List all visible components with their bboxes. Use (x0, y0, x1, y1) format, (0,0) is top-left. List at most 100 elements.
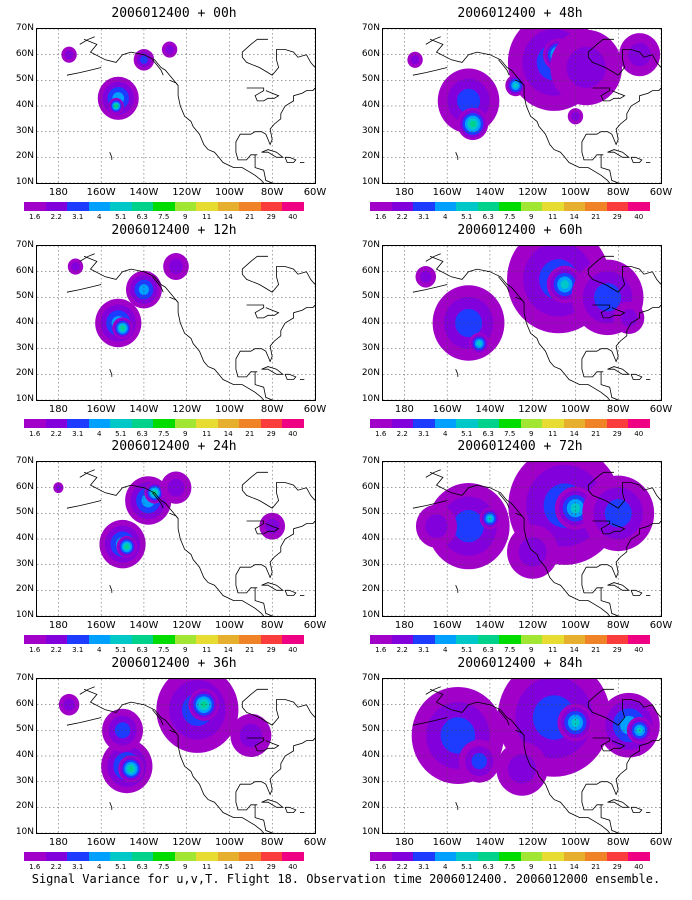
colorbar-label: 4 (443, 863, 448, 871)
colorbar-label: 4 (443, 646, 448, 654)
map-panel: 2006012400 + 84h 70N 60N 50N 40N 30N 20N 10N 180… (350, 656, 680, 871)
coastline (630, 806, 643, 813)
colorbar-label: 2.2 (50, 646, 62, 654)
colorbar-swatch (563, 852, 585, 861)
coastline (79, 686, 95, 695)
colorbar-label: 3.1 (418, 430, 430, 438)
coastline (261, 366, 285, 375)
colorbar-label: 4 (97, 213, 102, 221)
y-tick-label: 50N (361, 74, 380, 85)
x-tick-label: 160W (432, 837, 462, 848)
colorbar-label: 14 (223, 646, 233, 654)
x-tick-label: 140W (475, 187, 505, 198)
x-tick-label: 120W (518, 404, 548, 415)
colorbar-swatch (88, 852, 110, 861)
colorbar-swatch (217, 202, 239, 211)
colorbar-label: 14 (569, 863, 579, 871)
x-tick-label: 80W (260, 837, 284, 848)
x-tick-label: 80W (260, 187, 284, 198)
colorbar-swatch (45, 852, 67, 861)
colorbar-label: 5.1 (461, 646, 473, 654)
colorbar-label: 21 (245, 213, 255, 221)
colorbar-swatch (282, 202, 304, 211)
colorbar-label: 40 (288, 213, 298, 221)
colorbar-swatch (413, 202, 435, 211)
colorbar (24, 635, 304, 644)
colorbar (24, 202, 304, 211)
colorbar-swatch (370, 852, 392, 861)
colorbar-label: 2.2 (396, 430, 408, 438)
coastline (592, 520, 626, 535)
colorbar-label: 3.1 (418, 863, 430, 871)
variance-contour (604, 499, 632, 528)
variance-contour (167, 478, 185, 497)
colorbar-swatch (217, 419, 239, 428)
coastline (425, 36, 441, 45)
x-tick-label: 140W (129, 837, 159, 848)
variance-contour (128, 766, 134, 772)
coastline (152, 492, 164, 509)
map-plot (382, 461, 662, 617)
colorbar-label: 11 (548, 646, 558, 654)
colorbar-swatch (174, 202, 196, 211)
colorbar-label: 1.6 (29, 863, 41, 871)
colorbar-swatch (434, 419, 456, 428)
colorbar-label: 21 (591, 863, 601, 871)
colorbar-swatch (499, 852, 521, 861)
y-tick-label: 50N (15, 724, 34, 735)
variance-contour (425, 514, 448, 538)
map-svg (383, 246, 661, 400)
x-tick-label: 140W (129, 620, 159, 631)
colorbar-swatch (260, 419, 282, 428)
panel-title: 2006012400 + 48h (457, 6, 583, 21)
colorbar-swatch (131, 419, 153, 428)
coastline (607, 799, 631, 808)
x-tick-label: 80W (260, 620, 284, 631)
colorbar-label: 21 (591, 646, 601, 654)
x-tick-label: 60W (303, 187, 327, 198)
colorbar-label: 4 (443, 430, 448, 438)
x-tick-label: 60W (303, 404, 327, 415)
colorbar-label: 2.2 (50, 213, 62, 221)
colorbar-swatch (131, 635, 153, 644)
colorbar-label: 21 (591, 430, 601, 438)
y-tick-label: 10N (15, 827, 34, 837)
x-tick-label: 60W (649, 404, 673, 415)
x-tick-label: 120W (172, 187, 202, 198)
x-tick-label: 80W (606, 404, 630, 415)
colorbar-swatch (174, 419, 196, 428)
colorbar-swatch (153, 419, 175, 428)
colorbar-label: 40 (634, 646, 644, 654)
variance-contour (169, 259, 183, 274)
y-tick-label: 30N (361, 558, 380, 569)
colorbar-label: 40 (288, 430, 298, 438)
coastline (66, 67, 102, 76)
coastline (152, 59, 164, 76)
colorbar-label: 40 (634, 213, 644, 221)
y-tick-label: 30N (361, 775, 380, 786)
colorbar-label: 2.2 (396, 646, 408, 654)
coastline (83, 38, 265, 183)
y-tick-label: 30N (361, 125, 380, 136)
coastline (455, 369, 459, 377)
colorbar-label: 7.5 (504, 213, 516, 221)
coastline (425, 469, 441, 478)
colorbar-label: 11 (548, 863, 558, 871)
colorbar-swatch (110, 202, 132, 211)
colorbar-swatch (606, 202, 628, 211)
x-tick-label: 60W (303, 837, 327, 848)
panel-title: 2006012400 + 84h (457, 656, 583, 671)
variance-contour (571, 718, 580, 727)
y-tick-label: 70N (15, 673, 34, 683)
y-tick-label: 50N (361, 724, 380, 735)
y-tick-label: 40N (15, 100, 34, 110)
x-tick-label: 120W (172, 837, 202, 848)
coastline (152, 276, 164, 293)
x-tick-label: 140W (475, 620, 505, 631)
coastline (581, 304, 661, 400)
variance-contour (120, 326, 125, 331)
variance-contour (570, 503, 581, 514)
map-svg (383, 29, 661, 183)
colorbar-swatch (260, 202, 282, 211)
coastline (235, 304, 315, 400)
